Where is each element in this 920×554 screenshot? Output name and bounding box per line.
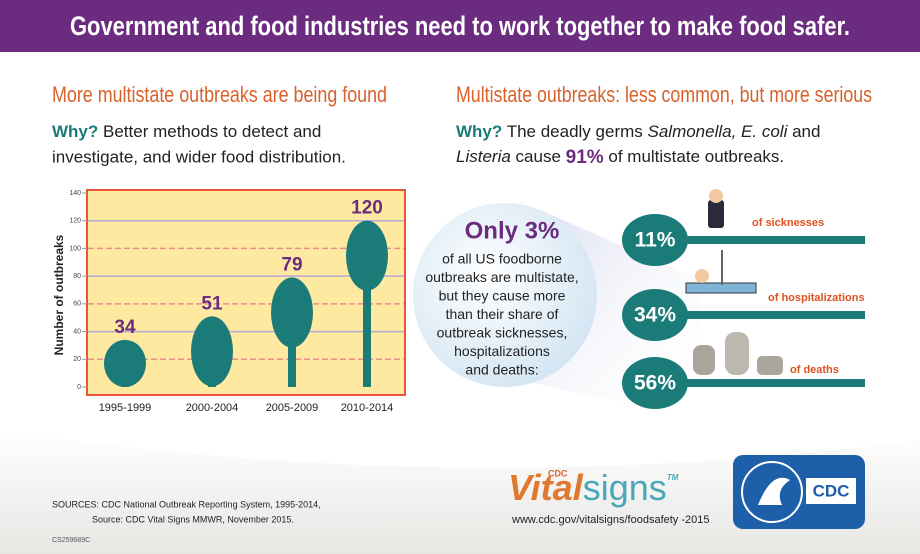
value-label: 34 [114,317,136,338]
stats: 11% of sicknesses 34% of hospitalizations 56… [622,189,865,409]
hhs-eagle [758,477,790,505]
why-percent: 91% [566,147,604,168]
icon-head [709,189,723,203]
left-heading: More multistate outbreaks are being foun… [52,82,387,107]
sources: Source: CDC Vital Signs MMWR, November 2… [92,514,294,524]
spoon-handle [660,311,865,319]
spoon-handle [660,236,865,244]
spoon-head [622,214,688,266]
why-text: and [787,122,820,141]
y-tick-label: 60 [73,301,81,308]
why-label: Why? [52,122,98,141]
icon-person [708,200,724,228]
circle-line: outbreaks are multistate, [425,269,578,285]
spoon-bar [191,316,233,387]
left-why: Why? Better methods to detect and [52,122,321,141]
banner [0,0,920,52]
stat-label: of sicknesses [752,217,824,229]
stat-label: of hospitalizations [768,292,865,304]
brand-signs: signs [583,467,667,508]
icon-patient [695,269,709,283]
logo-text: CDC [813,481,850,500]
stat-percent: 11% [635,229,676,252]
why-text: of multistate outbreaks. [604,147,784,166]
why-text: Better methods to detect and [98,122,321,141]
y-tick-label: 80 [73,273,81,280]
spoon-head [622,357,688,409]
spoon-head [622,289,688,341]
brand-small: CDC [548,468,568,478]
x-tick-label: 2005-2009 [266,402,319,414]
sources: SOURCES: CDC National Outbreak Reporting… [52,499,321,509]
info-circle [413,203,597,387]
spoon-handle [660,379,865,387]
y-tick-label: 140 [69,190,81,197]
right-why: Why? The deadly germs Salmonella, E. col… [456,122,820,141]
y-axis-label: Number of outbreaks [52,234,66,355]
stat-percent: 34% [634,304,676,327]
banner-title: Government and food industries need to w… [70,11,850,41]
value-label: 120 [351,198,383,219]
circle-line: than their share of [446,306,559,322]
left-why-2: investigate, and wider food distribution… [52,147,346,166]
stat-label: of deaths [790,364,839,376]
brand-vital: VitalsignsTM [508,467,679,508]
circle-line: outbreak sicknesses, [437,325,568,341]
why-text: cause [511,147,566,166]
why-text: The deadly germs [502,122,647,141]
y-tick-label: 20 [73,356,81,363]
spoon-bar [346,220,388,387]
code: CS259689C [52,537,90,544]
y-tick-label: 0 [77,384,81,391]
right-heading: Multistate outbreaks: less common, but m… [456,82,872,107]
circle-line: hospitalizations [454,343,550,359]
icon-stone [725,332,749,375]
y-tick-label: 40 [73,328,81,335]
icon-stone [693,345,715,375]
stat-percent: 56% [634,372,676,395]
brand-vital: Vital [508,467,584,508]
why-germ: Listeria [456,147,511,166]
circle-line: of all US foodborne [442,251,562,267]
right-why-2: Listeria cause 91% of multistate outbrea… [456,147,784,168]
circle-line: but they cause more [439,288,566,304]
chart: 0 20 40 60 80 100 120 140 Number of outbreaks 34 1… [52,189,406,414]
y-tick-label: 100 [69,245,81,252]
spoon-bar [104,339,146,387]
value-label: 79 [281,255,302,276]
circle-line: and deaths: [465,362,538,378]
brand-tm: TM [667,473,679,482]
cdc-box [806,478,856,504]
y-tick-label: 120 [69,218,81,225]
circle-text: of all US foodborne outbreaks are multist… [425,251,578,378]
footer-bg [0,430,920,554]
why-germ: Salmonella, E. coli [648,122,789,141]
hhs-seal [741,461,803,523]
x-tick-label: 2000-2004 [186,402,239,414]
circle-title: Only 3% [465,217,560,244]
x-tick-label: 2010-2014 [341,402,394,414]
value-label: 51 [201,293,223,314]
url: www.cdc.gov/vitalsigns/foodsafety -2015 [511,514,710,526]
logo-box [733,455,865,529]
x-tick-label: 1995-1999 [99,402,152,414]
spoon-bar [271,277,313,387]
why-label: Why? [456,122,502,141]
icon-stone [757,356,783,375]
